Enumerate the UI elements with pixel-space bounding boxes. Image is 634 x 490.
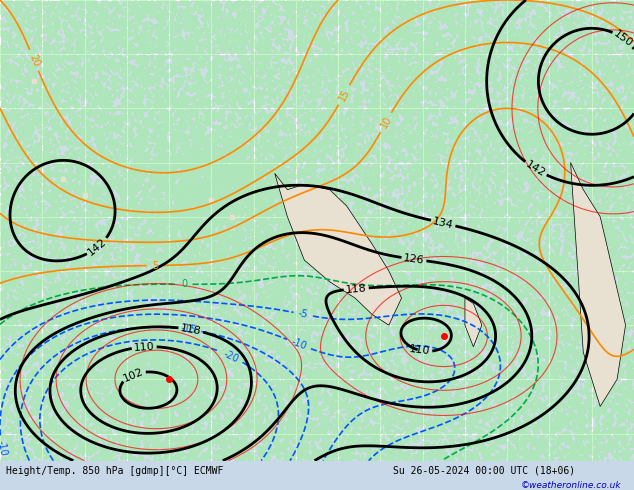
Text: -15: -15: [180, 323, 197, 336]
Text: 0: 0: [181, 279, 188, 289]
Text: 134: 134: [432, 216, 455, 230]
Text: Height/Temp. 850 hPa [gdmp][°C] ECMWF: Height/Temp. 850 hPa [gdmp][°C] ECMWF: [6, 466, 224, 476]
Text: 118: 118: [179, 323, 202, 336]
Text: 110: 110: [133, 342, 155, 353]
Text: ©weatheronline.co.uk: ©weatheronline.co.uk: [521, 481, 621, 490]
Text: 126: 126: [403, 253, 425, 266]
Text: 150: 150: [612, 28, 634, 49]
Text: Su 26-05-2024 00:00 UTC (18+06): Su 26-05-2024 00:00 UTC (18+06): [393, 466, 575, 476]
Polygon shape: [275, 173, 401, 325]
Text: 10: 10: [378, 115, 393, 130]
Text: 102: 102: [122, 366, 145, 383]
Text: 20: 20: [27, 52, 41, 68]
Text: 5: 5: [152, 261, 158, 270]
Text: -10: -10: [0, 440, 8, 457]
Polygon shape: [571, 163, 626, 406]
Text: -20: -20: [222, 348, 240, 364]
Text: 142: 142: [86, 236, 109, 258]
Polygon shape: [465, 298, 482, 347]
Text: 15: 15: [337, 87, 351, 103]
Text: -10: -10: [290, 337, 308, 352]
Text: 110: 110: [409, 344, 431, 356]
Text: 118: 118: [346, 283, 367, 294]
Text: 142: 142: [524, 159, 547, 179]
Text: -5: -5: [297, 308, 309, 320]
